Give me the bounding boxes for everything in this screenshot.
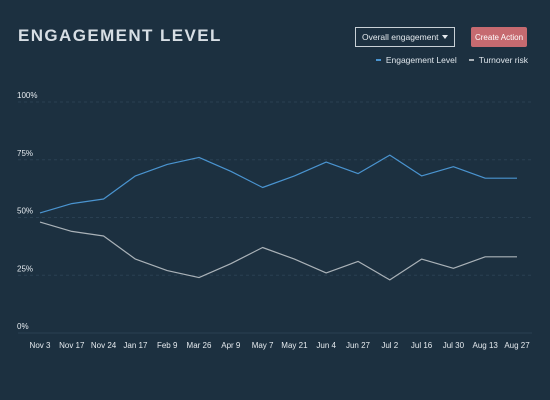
- x-tick-label: Nov 3: [30, 341, 51, 350]
- x-tick-label: Nov 17: [59, 341, 85, 350]
- x-axis: Nov 3 Nov 17 Nov 24 Jan 17 Feb 9 Mar 26 Apr 9 M…: [30, 341, 531, 350]
- legend-label-engagement: Engagement Level: [385, 55, 457, 65]
- grid: [18, 101, 532, 334]
- y-tick-label: 0%: [17, 322, 29, 331]
- y-axis: 0% 25% 50% 75% 100%: [17, 91, 37, 331]
- x-tick-label: Jul 2: [381, 341, 398, 350]
- chevron-down-icon: [442, 35, 448, 39]
- y-tick-label: 100%: [17, 91, 37, 100]
- y-tick-label: 50%: [17, 207, 33, 216]
- x-tick-label: Mar 26: [187, 341, 212, 350]
- x-tick-label: May 7: [252, 341, 274, 350]
- x-tick-label: Jul 16: [411, 341, 433, 350]
- x-tick-label: Feb 9: [157, 341, 178, 350]
- x-tick-label: Nov 24: [91, 341, 117, 350]
- y-tick-label: 75%: [17, 149, 33, 158]
- legend-label-turnover: Turnover risk: [478, 55, 528, 65]
- legend-item-engagement: Engagement Level: [375, 55, 457, 65]
- x-tick-label: Aug 13: [473, 341, 499, 350]
- x-tick-label: Jan 17: [123, 341, 148, 350]
- x-tick-label: Aug 27: [504, 341, 530, 350]
- legend: Engagement Level Turnover risk: [375, 55, 528, 65]
- x-tick-label: Jul 30: [443, 341, 465, 350]
- legend-swatch-engagement: [375, 59, 381, 61]
- legend-swatch-turnover: [468, 59, 474, 61]
- y-tick-label: 25%: [17, 264, 33, 273]
- x-tick-label: May 21: [281, 341, 308, 350]
- chart-title: ENGAGEMENT LEVEL: [18, 26, 222, 45]
- dropdown-value: Overall engagement: [362, 32, 439, 42]
- x-tick-label: Apr 9: [221, 341, 241, 350]
- engagement-dropdown[interactable]: Overall engagement: [355, 27, 455, 47]
- engagement-level-line: [39, 154, 517, 214]
- series-lines: [39, 154, 517, 281]
- create-action-button[interactable]: Create Action: [471, 27, 527, 47]
- x-tick-label: Jun 4: [316, 341, 336, 350]
- x-tick-label: Jun 27: [346, 341, 371, 350]
- turnover-risk-line: [39, 221, 517, 281]
- legend-item-turnover: Turnover risk: [468, 55, 528, 65]
